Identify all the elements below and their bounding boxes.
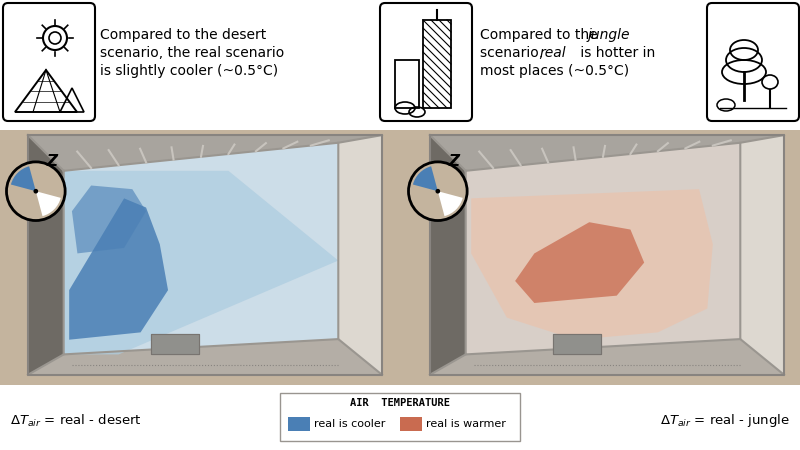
Text: most places (~0.5°C): most places (~0.5°C)	[480, 64, 629, 78]
Wedge shape	[413, 166, 438, 191]
Bar	[554, 334, 601, 355]
Text: Compared to the: Compared to the	[480, 28, 602, 42]
Circle shape	[435, 189, 440, 194]
Bar	[400, 417, 422, 431]
Bar	[151, 334, 199, 355]
Wedge shape	[36, 191, 61, 216]
Bar	[398, 130, 402, 385]
Bar	[395, 60, 419, 108]
Bar	[0, 0, 800, 130]
Text: Z: Z	[448, 154, 459, 169]
Text: real is cooler: real is cooler	[314, 419, 386, 429]
Text: scenario, the real scenario: scenario, the real scenario	[100, 46, 284, 60]
FancyBboxPatch shape	[707, 3, 799, 121]
Polygon shape	[72, 185, 146, 253]
Text: Compared to the desert: Compared to the desert	[100, 28, 266, 42]
Polygon shape	[28, 135, 64, 375]
Polygon shape	[64, 143, 338, 355]
Text: scenario,: scenario,	[480, 46, 547, 60]
Polygon shape	[69, 198, 168, 340]
Polygon shape	[430, 135, 784, 171]
Polygon shape	[740, 135, 784, 375]
Text: real: real	[540, 46, 566, 60]
Polygon shape	[64, 171, 338, 355]
Polygon shape	[466, 143, 740, 355]
FancyBboxPatch shape	[280, 393, 520, 441]
FancyBboxPatch shape	[3, 3, 95, 121]
Wedge shape	[438, 191, 462, 216]
Bar	[288, 417, 310, 431]
Polygon shape	[430, 339, 784, 375]
Bar	[423, 20, 451, 108]
Bar	[0, 130, 398, 385]
Text: Z: Z	[46, 154, 57, 169]
Bar	[0, 385, 800, 450]
Circle shape	[6, 162, 65, 220]
Wedge shape	[11, 166, 36, 191]
Text: $\Delta T_{air}$ = real - jungle: $\Delta T_{air}$ = real - jungle	[660, 412, 790, 429]
Text: $\Delta T_{air}$ = real - desert: $\Delta T_{air}$ = real - desert	[10, 413, 142, 429]
Text: AIR  TEMPERATURE: AIR TEMPERATURE	[350, 398, 450, 408]
FancyBboxPatch shape	[380, 3, 472, 121]
Bar	[0, 130, 800, 385]
Bar	[554, 334, 601, 355]
Circle shape	[34, 189, 38, 194]
Polygon shape	[28, 135, 382, 171]
Bar	[402, 130, 800, 385]
Text: real is warmer: real is warmer	[426, 419, 506, 429]
Polygon shape	[471, 189, 713, 340]
Text: is hotter in: is hotter in	[576, 46, 655, 60]
Polygon shape	[430, 339, 784, 375]
Polygon shape	[28, 339, 382, 375]
Text: jungle: jungle	[588, 28, 630, 42]
Text: is slightly cooler (~0.5°C): is slightly cooler (~0.5°C)	[100, 64, 278, 78]
Polygon shape	[338, 135, 382, 375]
Circle shape	[409, 162, 467, 220]
Polygon shape	[430, 135, 466, 375]
Bar	[151, 334, 199, 355]
Polygon shape	[28, 339, 382, 375]
Polygon shape	[515, 222, 644, 303]
